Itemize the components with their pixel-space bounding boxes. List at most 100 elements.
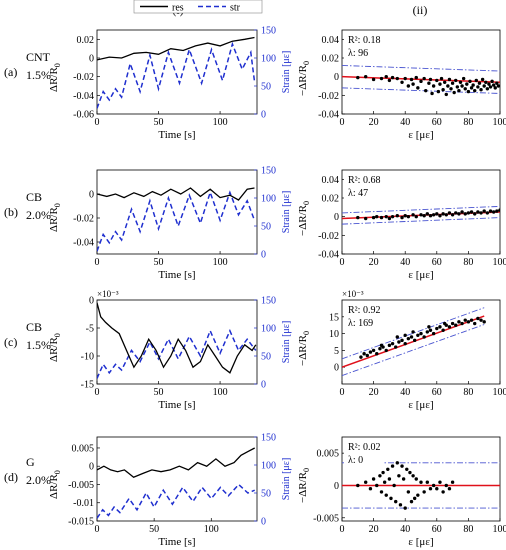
left-y2label: Strain [με] bbox=[281, 191, 292, 234]
left-xtick-label: 0 bbox=[95, 257, 100, 268]
right-xtick-label: 0 bbox=[340, 117, 345, 128]
left-xtick-label: 0 bbox=[95, 117, 100, 128]
scatter-point bbox=[454, 78, 458, 83]
scatter-point bbox=[463, 212, 467, 216]
left-xlabel: Time [s] bbox=[158, 269, 195, 281]
scatter-point bbox=[400, 464, 404, 468]
scatter-point bbox=[427, 325, 431, 329]
scatter-point bbox=[371, 348, 376, 353]
scatter-point bbox=[488, 209, 493, 213]
scatter-point bbox=[406, 336, 411, 341]
scatter-point bbox=[435, 326, 439, 331]
scatter-point bbox=[450, 81, 455, 85]
right-ytick-label: 0 bbox=[334, 363, 339, 374]
scatter-point bbox=[379, 343, 384, 348]
scatter-point bbox=[419, 213, 423, 217]
scatter-point bbox=[398, 503, 403, 507]
scatter-point bbox=[465, 82, 469, 86]
scatter-point bbox=[476, 316, 480, 321]
scatter-point bbox=[454, 323, 458, 327]
scatter-point bbox=[447, 77, 452, 82]
scatter-point bbox=[441, 212, 445, 216]
right-xtick-label: 100 bbox=[493, 387, 506, 398]
left-axes-frame bbox=[96, 299, 258, 385]
left-y2tick-label: 100 bbox=[261, 461, 276, 472]
left-plot-b: 0 50 100 Time [s] 0 -0.02 -0.04 ΔR/R0 0 50 100 150 S… bbox=[48, 166, 292, 282]
scatter-point bbox=[476, 210, 480, 214]
left-xtick-label: 50 bbox=[149, 524, 159, 535]
scatter-point bbox=[400, 215, 404, 220]
scatter-point bbox=[379, 215, 384, 220]
right-xtick-label: 40 bbox=[400, 524, 410, 535]
scatter-point bbox=[441, 88, 445, 92]
right-ytick-label: -0.04 bbox=[318, 110, 339, 121]
scatter-point bbox=[403, 214, 407, 218]
right-axes-frame bbox=[341, 299, 501, 385]
left-xlabel: Time [s] bbox=[158, 399, 195, 411]
scatter-point bbox=[364, 480, 368, 484]
scatter-point bbox=[411, 474, 415, 478]
scatter-point bbox=[449, 87, 453, 91]
left-xtick-label: 100 bbox=[213, 387, 228, 398]
scatter-point bbox=[416, 493, 420, 497]
lambda-annotation: λ: 96 bbox=[348, 48, 368, 59]
scatter-point bbox=[482, 320, 486, 324]
scatter-point bbox=[446, 84, 450, 88]
legend: res str bbox=[133, 0, 263, 14]
right-xtick-label: 60 bbox=[432, 117, 442, 128]
right-xlabel: ε [με] bbox=[408, 129, 433, 141]
scatter-point bbox=[397, 340, 401, 344]
scatter-point bbox=[438, 325, 442, 329]
scatter-point bbox=[480, 77, 485, 82]
left-y2label: Strain [με] bbox=[281, 51, 292, 94]
scatter-point bbox=[428, 486, 433, 491]
scatter-point bbox=[444, 92, 448, 97]
scatter-point bbox=[409, 499, 414, 504]
right-ytick-label: -0.04 bbox=[318, 250, 339, 261]
right-ylabel: −ΔR/R0 bbox=[297, 201, 311, 236]
scatter-point bbox=[356, 215, 360, 220]
scatter-point bbox=[460, 321, 464, 326]
strain-series-line bbox=[97, 483, 255, 519]
scatter-point bbox=[414, 214, 418, 219]
scatter-point bbox=[390, 75, 395, 80]
right-xtick-label: 100 bbox=[493, 524, 506, 535]
r2-annotation: R²: 0.68 bbox=[348, 175, 380, 186]
left-ytick-label: 0 bbox=[89, 190, 94, 201]
scatter-point bbox=[403, 76, 407, 81]
scatter-point bbox=[461, 76, 466, 81]
left-y2tick-label: 100 bbox=[261, 324, 276, 335]
left-xtick-label: 50 bbox=[154, 117, 164, 128]
left-ytick-label: 0.005 bbox=[72, 443, 95, 454]
annotation-box bbox=[344, 439, 384, 467]
scatter-point bbox=[441, 328, 445, 332]
left-y2tick-label: 0 bbox=[261, 517, 266, 528]
scatter-point bbox=[485, 87, 490, 91]
annotation-box bbox=[344, 302, 384, 330]
res-series-line bbox=[97, 187, 255, 201]
right-xtick-label: 0 bbox=[340, 257, 345, 268]
row-d-letter: (d) bbox=[4, 470, 18, 484]
scatter-point bbox=[450, 480, 455, 484]
scatter-point bbox=[444, 213, 448, 217]
left-y2tick-label: 50 bbox=[261, 489, 271, 500]
row-b-pct: 2.0% bbox=[26, 208, 51, 222]
scatter-point bbox=[362, 352, 366, 356]
scatter-point bbox=[411, 82, 415, 86]
right-plot-c: 0 20 40 60 80 100 ε [με] 0 5 10 15 ×10⁻³ −ΔR/R0 R²: 0… bbox=[297, 289, 506, 411]
right-plot-b: 0 20 40 60 80 100 ε [με] 0.04 0.02 0 -0.02 -0.04 −ΔR… bbox=[297, 169, 506, 281]
left-xlabel: Time [s] bbox=[158, 129, 195, 141]
scatter-point bbox=[412, 496, 417, 501]
scatter-point bbox=[379, 76, 384, 81]
scatter-point bbox=[474, 78, 478, 83]
strain-series-line bbox=[97, 41, 256, 109]
left-plot-a: 0 50 100 Time [s] 0.02 0 -0.02 -0.04 -0.06 ΔR/R0 0… bbox=[48, 26, 292, 142]
scatter-point bbox=[427, 81, 431, 85]
right-xtick-label: 20 bbox=[369, 524, 379, 535]
row-a-material: CNT bbox=[26, 50, 51, 64]
right-ytick-label: 10 bbox=[329, 329, 339, 340]
right-axes-frame bbox=[341, 29, 501, 115]
